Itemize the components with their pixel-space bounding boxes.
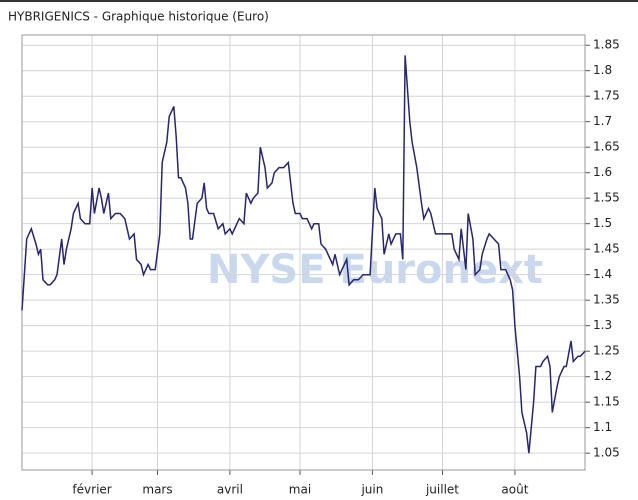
y-tick-label: 1.4	[593, 267, 612, 281]
y-tick-label: 1.85	[593, 38, 620, 52]
x-tick-label: juillet	[425, 483, 459, 497]
price-line	[21, 55, 586, 454]
y-tick-label: 1.55	[593, 191, 620, 205]
y-tick-label: 1.2	[593, 369, 612, 383]
x-tick-label: février	[72, 483, 111, 497]
y-tick-label: 1.1	[593, 420, 612, 434]
plot-frame	[21, 34, 586, 471]
y-tick-label: 1.25	[593, 344, 620, 358]
y-tick-label: 1.05	[593, 446, 620, 460]
y-tick-label: 1.5	[593, 216, 612, 230]
y-tick-label: 1.7	[593, 114, 612, 128]
x-tick-label: avril	[217, 483, 243, 497]
y-tick-label: 1.8	[593, 63, 612, 77]
x-tick-label: août	[501, 483, 528, 497]
chart-title: HYBRIGENICS - Graphique historique (Euro…	[8, 10, 269, 24]
watermark: NYSE Euronext	[207, 247, 543, 293]
x-tick-label: mars	[142, 483, 172, 497]
y-tick-label: 1.6	[593, 165, 612, 179]
y-tick-label: 1.35	[593, 293, 620, 307]
y-tick-label: 1.75	[593, 89, 620, 103]
y-tick-label: 1.65	[593, 140, 620, 154]
x-tick-label: juin	[360, 483, 383, 497]
y-tick-label: 1.15	[593, 395, 620, 409]
y-tick-label: 1.45	[593, 242, 620, 256]
y-tick-label: 1.3	[593, 318, 612, 332]
x-tick-label: mai	[289, 483, 311, 497]
